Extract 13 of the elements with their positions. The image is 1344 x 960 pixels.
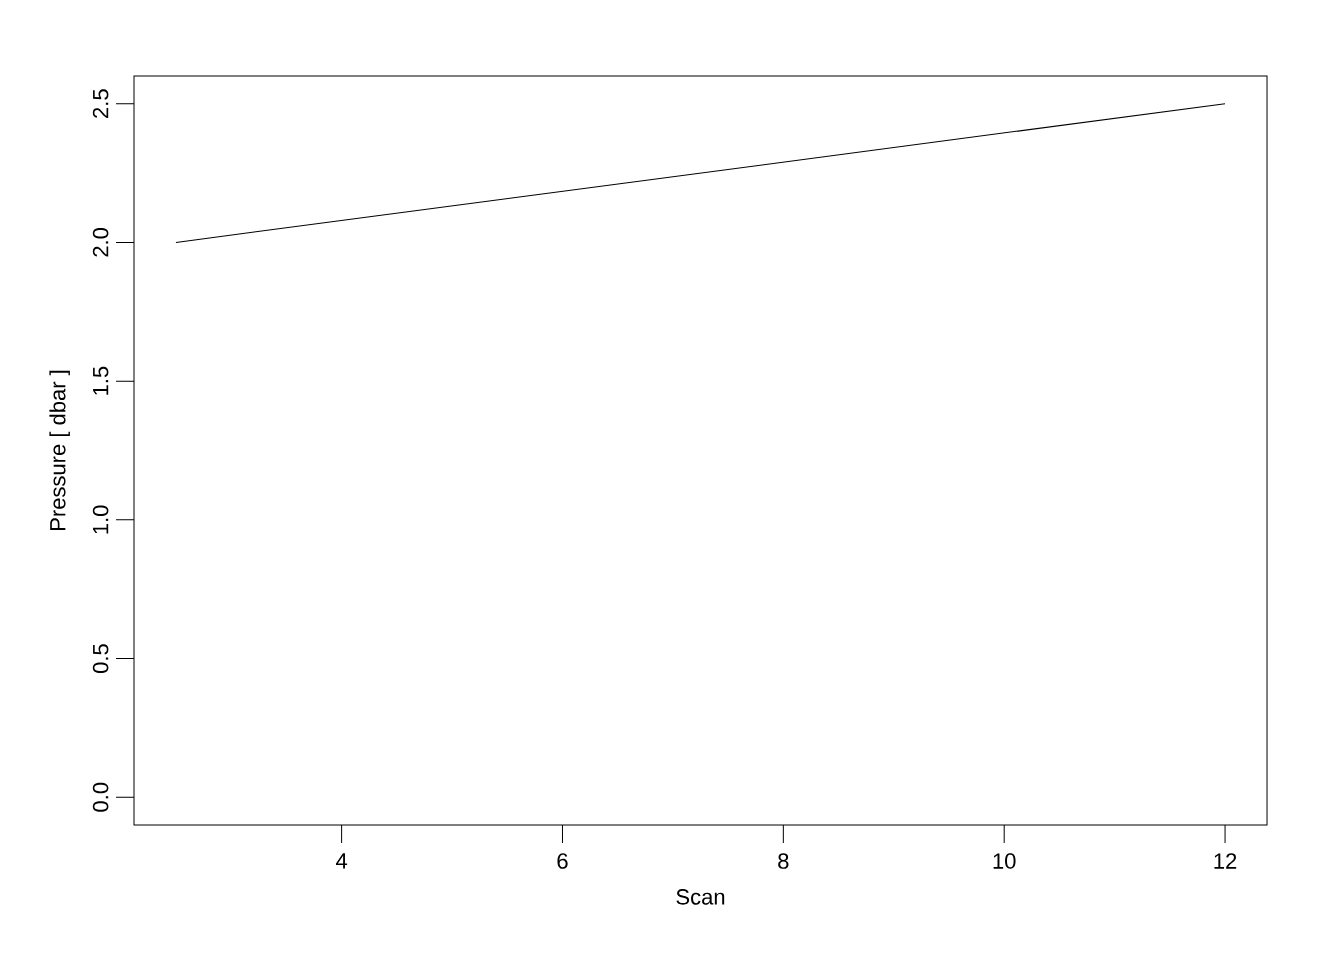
y-axis-title: Pressure [ dbar ] bbox=[49, 370, 70, 531]
y-tick-label: 2.0 bbox=[92, 228, 109, 257]
y-tick-label: 1.5 bbox=[93, 366, 109, 395]
x-tick-label: 6 bbox=[557, 853, 568, 869]
y-tick-label: 1.0 bbox=[92, 505, 109, 534]
x-axis-title: Scan bbox=[676, 889, 725, 905]
x-tick-label: 10 bbox=[993, 853, 1016, 869]
y-tick-label: 2.5 bbox=[92, 89, 109, 118]
x-tick-label: 12 bbox=[1214, 853, 1237, 869]
y-tick-label: 0.5 bbox=[92, 644, 109, 673]
x-tick-label: 8 bbox=[778, 853, 789, 869]
x-tick-label: 4 bbox=[336, 853, 348, 869]
y-tick-label: 0.0 bbox=[92, 782, 109, 812]
